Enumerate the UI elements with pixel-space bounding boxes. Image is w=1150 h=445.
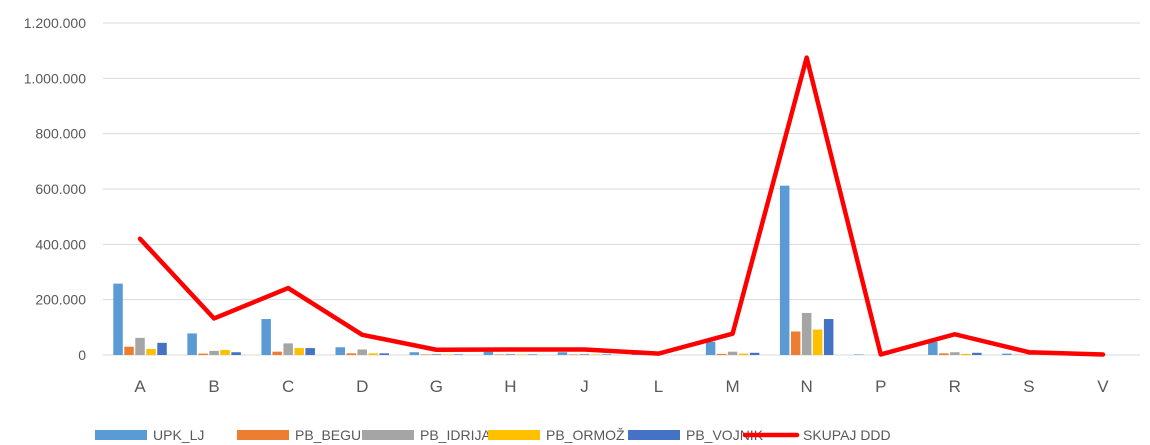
bar-pb-begunje-g — [420, 354, 431, 355]
bar-pb-ormo--h — [516, 354, 527, 355]
bar-upk-lj-s — [1002, 353, 1012, 355]
bar-pb-ormo--d — [368, 353, 378, 355]
legend-label: PB_VOJNIK — [686, 427, 764, 443]
bar-pb-vojnik-n — [823, 319, 834, 355]
bar-upk-lj-c — [261, 319, 271, 355]
bar-pb-ormo--b — [220, 350, 230, 355]
x-tick-label: J — [580, 377, 589, 396]
line-series — [137, 55, 1106, 357]
x-tick-label: M — [726, 377, 740, 396]
legend: UPK_LJ PB_BEGUNJE PB_IDRIJA PB_ORMOŽ PB_VOJN… — [95, 427, 891, 443]
bar-upk-lj-n — [779, 185, 790, 355]
y-axis-ticks: 0 200.000 400.000 600.000 800.000 1.000.000 1.… — [24, 15, 87, 363]
bar-pb-vojnik-r — [972, 352, 982, 355]
y-tick-label: 0 — [78, 347, 86, 363]
bar-pb-idrija-h — [505, 353, 516, 355]
x-tick-label: N — [801, 377, 813, 396]
x-tick-label: A — [134, 377, 146, 396]
bar-pb-idrija-d — [357, 349, 367, 355]
x-tick-label: C — [282, 377, 294, 396]
x-tick-label: S — [1023, 377, 1034, 396]
bar-upk-lj-g — [409, 352, 420, 355]
bar-pb-idrija-s — [1024, 354, 1034, 355]
bar-upk-lj-d — [335, 347, 345, 355]
y-tick-label: 1.000.000 — [24, 70, 86, 86]
bar-pb-ormo--g — [442, 354, 453, 355]
bar-pb-vojnik-a — [157, 342, 167, 355]
line-skupaj-ddd — [137, 55, 1106, 357]
bar-pb-ormo--j — [590, 354, 601, 355]
bar-pb-vojnik-d — [379, 353, 389, 355]
legend-item-pb-vojnik: PB_VOJNIK — [628, 427, 764, 443]
legend-swatch — [488, 430, 540, 440]
x-tick-label: P — [875, 377, 886, 396]
x-tick-label: G — [430, 377, 443, 396]
bars — [113, 185, 1086, 355]
legend-label: PB_IDRIJA — [420, 427, 491, 443]
bar-upk-lj-h — [483, 351, 494, 355]
x-tick-label: L — [654, 377, 663, 396]
bar-pb-ormo--m — [738, 353, 749, 355]
legend-swatch — [237, 430, 289, 440]
bar-pb-idrija-g — [431, 353, 442, 355]
legend-item-upk-lj: UPK_LJ — [95, 427, 204, 443]
legend-label: PB_ORMOŽ — [546, 427, 625, 443]
bar-pb-vojnik-b — [231, 352, 241, 355]
y-tick-label: 600.000 — [35, 181, 86, 197]
legend-swatch — [628, 430, 680, 440]
bar-pb-begunje-d — [346, 353, 356, 355]
y-tick-label: 800.000 — [35, 126, 86, 142]
bar-pb-ormo--c — [294, 348, 304, 355]
bar-pb-begunje-r — [939, 353, 949, 355]
legend-label: SKUPAJ DDD — [803, 427, 891, 443]
bar-pb-vojnik-h — [527, 354, 538, 355]
bar-upk-lj-j — [557, 352, 568, 355]
legend-label: UPK_LJ — [153, 427, 204, 443]
bar-pb-idrija-n — [801, 312, 812, 355]
bar-upk-lj-m — [705, 341, 716, 355]
legend-item-pb-ormo-: PB_ORMOŽ — [488, 427, 625, 443]
grid-lines — [103, 22, 1140, 356]
y-tick-label: 200.000 — [35, 292, 86, 308]
bar-pb-vojnik-c — [305, 348, 315, 355]
x-tick-label: R — [949, 377, 961, 396]
bar-pb-begunje-j — [568, 354, 579, 355]
x-tick-label: D — [356, 377, 368, 396]
y-tick-label: 400.000 — [35, 236, 86, 252]
bar-upk-lj-p — [854, 354, 864, 355]
bar-pb-begunje-c — [272, 351, 282, 355]
legend-swatch — [95, 430, 147, 440]
bar-pb-begunje-b — [198, 353, 208, 355]
bar-pb-idrija-a — [135, 337, 145, 355]
x-tick-label: H — [504, 377, 516, 396]
bar-pb-vojnik-m — [749, 352, 760, 355]
y-tick-label: 1.200.000 — [24, 15, 86, 31]
legend-item-pb-idrija: PB_IDRIJA — [362, 427, 491, 443]
x-tick-label: B — [208, 377, 219, 396]
bar-upk-lj-a — [113, 283, 123, 355]
bar-pb-begunje-m — [716, 353, 727, 355]
bar-pb-vojnik-j — [601, 354, 612, 355]
bar-upk-lj-b — [187, 333, 197, 355]
bar-pb-begunje-a — [124, 346, 134, 355]
bar-pb-ormo--n — [812, 329, 823, 355]
bar-pb-begunje-n — [790, 331, 801, 355]
bar-pb-ormo--r — [961, 353, 971, 355]
bar-pb-idrija-b — [209, 350, 219, 355]
bar-pb-vojnik-g — [453, 354, 464, 355]
bar-pb-idrija-m — [727, 351, 738, 355]
bar-pb-idrija-c — [283, 343, 293, 355]
bar-pb-idrija-j — [579, 353, 590, 355]
legend-item-skupaj-ddd: SKUPAJ DDD — [742, 427, 891, 443]
legend-swatch — [362, 430, 414, 440]
x-tick-label: V — [1097, 377, 1109, 396]
bar-pb-idrija-r — [950, 352, 960, 355]
bar-upk-lj-r — [928, 341, 938, 355]
bar-pb-ormo--a — [146, 348, 156, 355]
bar-pb-begunje-h — [494, 354, 505, 355]
